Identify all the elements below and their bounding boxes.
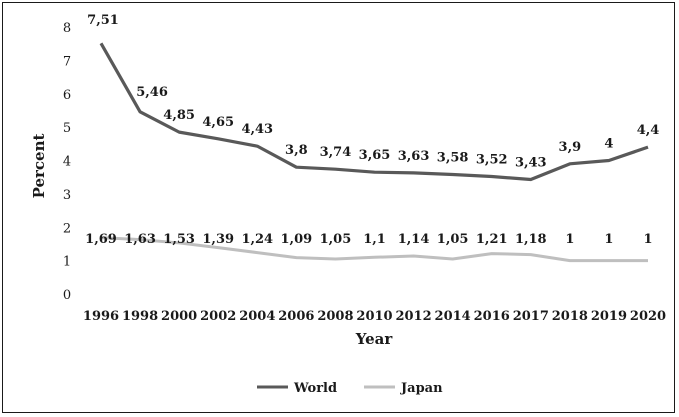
series-line-japan	[100, 236, 648, 263]
y-tick-label: 4	[63, 155, 71, 170]
data-label-world: 5,46	[136, 85, 168, 100]
y-tick-label: 0	[63, 288, 71, 303]
y-tick-label: 2	[63, 221, 71, 236]
legend-label-japan: Japan	[400, 381, 443, 396]
data-label-world: 4,4	[637, 123, 660, 138]
x-tick-label: 2020	[630, 309, 666, 324]
data-label-japan: 1,05	[437, 232, 469, 247]
x-axis-ticks: 1996 1998 2000 2002 2004 2006 2008 2010 2012 2014…	[83, 309, 666, 324]
data-label-japan: 1	[604, 232, 613, 247]
x-tick-label: 2012	[395, 309, 431, 324]
data-label-world: 3,65	[359, 148, 391, 163]
data-label-world: 4	[604, 137, 613, 152]
data-label-japan: 1,05	[320, 232, 352, 247]
data-label-world: 3,74	[320, 145, 352, 160]
data-label-japan: 1,53	[163, 232, 195, 247]
y-axis-title: Percent	[30, 134, 48, 199]
x-tick-label: 2014	[435, 309, 471, 324]
data-label-world: 3,8	[285, 143, 308, 158]
data-label-japan: 1,1	[363, 232, 386, 247]
x-tick-label: 2008	[317, 309, 353, 324]
data-label-world: 4,43	[241, 122, 273, 137]
data-label-japan: 1,14	[398, 232, 430, 247]
data-label-world: 3,9	[559, 140, 582, 155]
y-tick-label: 8	[63, 21, 71, 36]
data-label-world: 3,43	[515, 156, 547, 171]
data-label-japan: 1,39	[202, 232, 234, 247]
x-tick-label: 2006	[278, 309, 314, 324]
x-tick-label: 1996	[83, 309, 119, 324]
chart-frame	[2, 2, 675, 413]
series-line-world	[99, 42, 649, 182]
y-tick-label: 7	[63, 54, 71, 69]
data-label-japan: 1,24	[241, 232, 273, 247]
series-lines	[99, 42, 649, 263]
y-tick-label: 1	[63, 255, 71, 270]
data-labels: 7,51 5,46 4,85 4,65 4,43 3,8 3,74 3,65 3,63 3,58 3…	[85, 13, 659, 247]
data-label-world: 7,51	[87, 13, 119, 28]
data-label-world: 4,65	[202, 115, 234, 130]
data-label-world: 3,63	[398, 149, 430, 164]
x-tick-label: 2016	[474, 309, 510, 324]
x-tick-label: 1998	[122, 309, 158, 324]
data-label-world: 4,85	[163, 108, 195, 123]
x-tick-label: 2017	[513, 309, 549, 324]
x-tick-label: 2019	[591, 309, 627, 324]
data-label-japan: 1,63	[124, 232, 156, 247]
legend: World Japan	[257, 381, 443, 396]
x-tick-label: 2010	[356, 309, 392, 324]
x-tick-label: 2004	[239, 309, 275, 324]
y-tick-label: 3	[63, 188, 71, 203]
data-label-world: 3,58	[437, 151, 469, 166]
data-label-japan: 1	[565, 232, 574, 247]
x-axis-title: Year	[355, 330, 394, 348]
data-label-japan: 1	[643, 232, 652, 247]
y-tick-label: 6	[63, 88, 71, 103]
x-tick-label: 2000	[161, 309, 197, 324]
x-tick-label: 2002	[200, 309, 236, 324]
data-label-japan: 1,21	[476, 232, 508, 247]
data-label-world: 3,52	[476, 153, 508, 168]
data-label-japan: 1,69	[85, 232, 117, 247]
y-tick-label: 5	[63, 121, 71, 136]
data-label-japan: 1,09	[281, 232, 313, 247]
y-axis-ticks: 0 1 2 3 4 5 6 7 8	[63, 21, 71, 303]
x-tick-label: 2018	[552, 309, 588, 324]
legend-label-world: World	[293, 381, 337, 396]
data-label-japan: 1,18	[515, 232, 547, 247]
